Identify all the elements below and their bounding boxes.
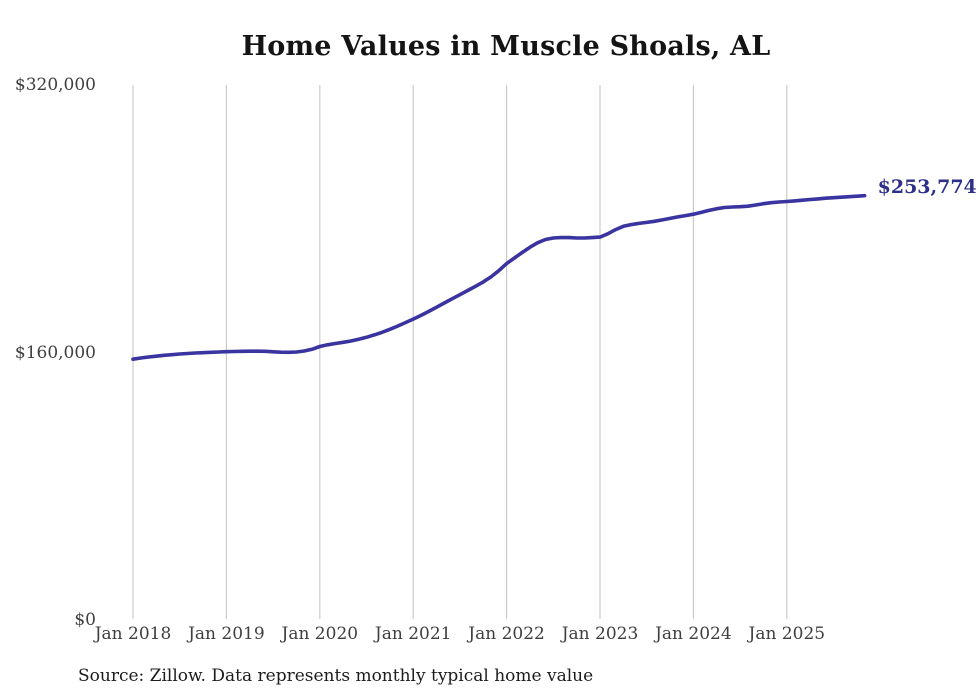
- y-axis-tick-label: $320,000: [14, 75, 96, 95]
- y-axis-tick-label: $0: [74, 610, 96, 630]
- x-axis-tick-label: Jan 2019: [188, 624, 265, 644]
- x-axis-tick-label: Jan 2018: [94, 624, 172, 644]
- x-axis-tick-label: Jan 2024: [655, 624, 732, 644]
- current-value-label: $253,774: [877, 175, 977, 198]
- x-axis-tick-label: Jan 2022: [468, 624, 545, 644]
- x-axis-tick-label: Jan 2021: [374, 624, 452, 644]
- x-axis-tick-label: Jan 2025: [748, 624, 826, 644]
- home-value-line: [131, 193, 867, 361]
- x-axis-tick-label: Jan 2020: [281, 624, 359, 644]
- x-axis-tick-label: Jan 2023: [561, 624, 639, 644]
- y-axis-tick-label: $160,000: [14, 342, 96, 363]
- chart-title: Home Values in Muscle Shoals, AL: [241, 31, 771, 62]
- source-note: Source: Zillow. Data represents monthly …: [78, 666, 594, 686]
